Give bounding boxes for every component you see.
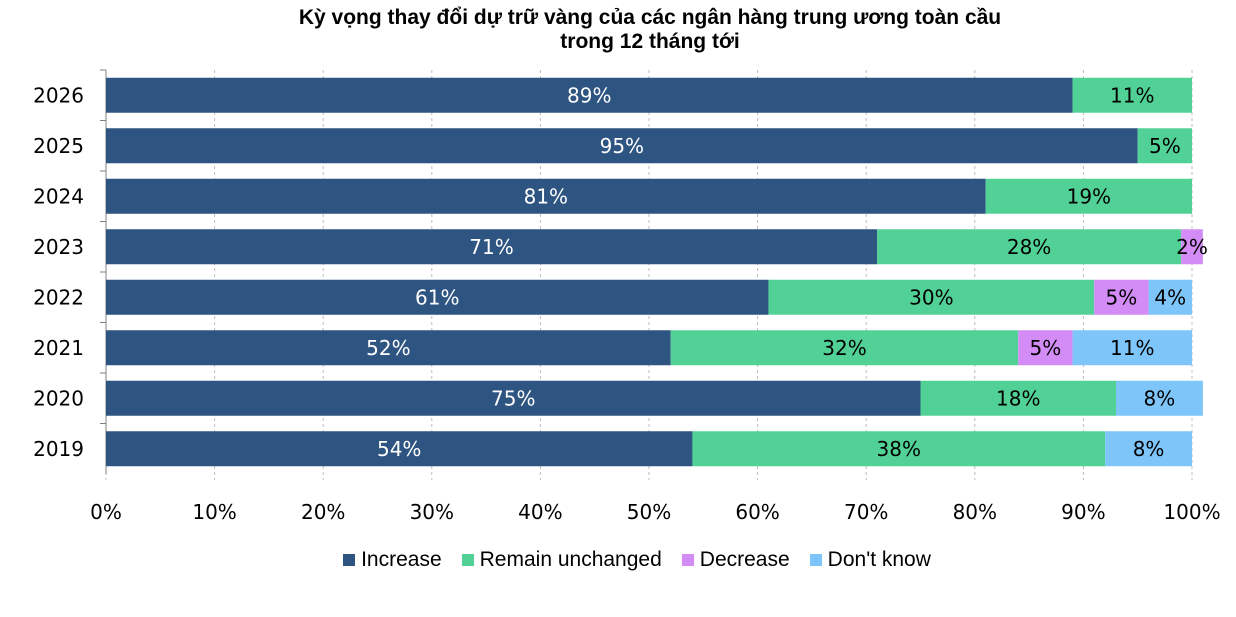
bar-segment (670, 330, 1019, 366)
bar-segment (768, 279, 1095, 315)
legend-label: Decrease (699, 548, 790, 571)
legend-item: Decrease (681, 548, 790, 572)
data-label: 71% (469, 235, 513, 259)
legend-swatch (461, 554, 474, 566)
y-tick-label: 2019 (33, 437, 84, 461)
y-tick-label: 2026 (33, 83, 84, 107)
y-tick-label: 2025 (33, 134, 84, 158)
bar-segment (1148, 279, 1192, 315)
data-label: 5% (1106, 285, 1138, 309)
x-tick-label: 10% (192, 500, 236, 524)
x-tick-label: 80% (953, 500, 997, 524)
x-tick-label: 60% (735, 500, 779, 524)
data-label: 32% (822, 336, 866, 360)
bar-segment (920, 380, 1116, 416)
chart-title-line2: trong 12 tháng tới (560, 30, 740, 53)
y-tick-label: 2024 (33, 184, 84, 208)
bar-segment (106, 178, 986, 214)
x-tick-label: 100% (1163, 500, 1220, 524)
data-label: 8% (1133, 437, 1165, 461)
bar-segment (106, 279, 769, 315)
x-tick-label: 30% (410, 500, 454, 524)
y-tick-label: 2020 (33, 386, 84, 410)
data-label: 4% (1154, 285, 1186, 309)
data-label: 11% (1110, 83, 1154, 107)
data-label: 61% (415, 285, 459, 309)
y-tick-label: 2022 (33, 285, 84, 309)
bar-segment (1105, 431, 1192, 467)
legend-swatch (809, 554, 822, 566)
data-label: 52% (366, 336, 410, 360)
y-tick-label: 2021 (33, 336, 84, 360)
data-label: 19% (1067, 184, 1111, 208)
chart-title-line1: Kỳ vọng thay đổi dự trữ vàng của các ngâ… (298, 6, 1002, 29)
data-label: 81% (524, 184, 568, 208)
bar-segment (1115, 380, 1203, 416)
bar-segment (106, 77, 1073, 113)
bar-segment (985, 178, 1192, 214)
x-tick-label: 20% (301, 500, 345, 524)
data-label: 38% (877, 437, 921, 461)
data-label: 75% (491, 386, 535, 410)
chart-title: Kỳ vọng thay đổi dự trữ vàng của các ngâ… (0, 6, 1236, 54)
legend-label: Increase (361, 548, 442, 571)
data-label: 30% (909, 285, 953, 309)
legend-label: Remain unchanged (479, 548, 662, 571)
bar-segment (106, 330, 671, 366)
legend-swatch (681, 554, 694, 566)
bar-segment (877, 229, 1182, 265)
data-label: 11% (1110, 336, 1154, 360)
bar-segment (1094, 279, 1149, 315)
legend-swatch (343, 554, 356, 566)
data-label: 18% (996, 386, 1040, 410)
bar-segment (692, 431, 1106, 467)
data-label: 5% (1149, 134, 1181, 158)
bar-segment (106, 128, 1138, 164)
data-label: 95% (600, 134, 644, 158)
x-tick-label: 0% (90, 500, 122, 524)
legend-label: Don't know (827, 548, 931, 571)
legend-item: Don't know (809, 548, 931, 572)
bar-segment (1072, 330, 1192, 366)
x-tick-label: 40% (518, 500, 562, 524)
x-tick-label: 70% (844, 500, 888, 524)
data-label: 2% (1176, 235, 1208, 259)
x-tick-label: 50% (627, 500, 671, 524)
bar-segment (1137, 128, 1192, 164)
legend-item: Increase (343, 548, 442, 572)
bar-segment (1018, 330, 1073, 366)
x-tick-label: 90% (1061, 500, 1105, 524)
bar-segment (106, 229, 878, 265)
bar-segment (1072, 77, 1192, 113)
bar-segment (106, 380, 921, 416)
chart-legend: Increase Remain unchanged Decrease Don't kn… (0, 548, 1236, 572)
bar-segment (1181, 229, 1203, 265)
data-label: 8% (1144, 386, 1176, 410)
data-label: 54% (377, 437, 421, 461)
y-tick-label: 2023 (33, 235, 84, 259)
data-label: 28% (1007, 235, 1051, 259)
legend-item: Remain unchanged (461, 548, 662, 572)
data-label: 89% (567, 83, 611, 107)
bar-segment (106, 431, 693, 467)
data-label: 5% (1030, 336, 1062, 360)
